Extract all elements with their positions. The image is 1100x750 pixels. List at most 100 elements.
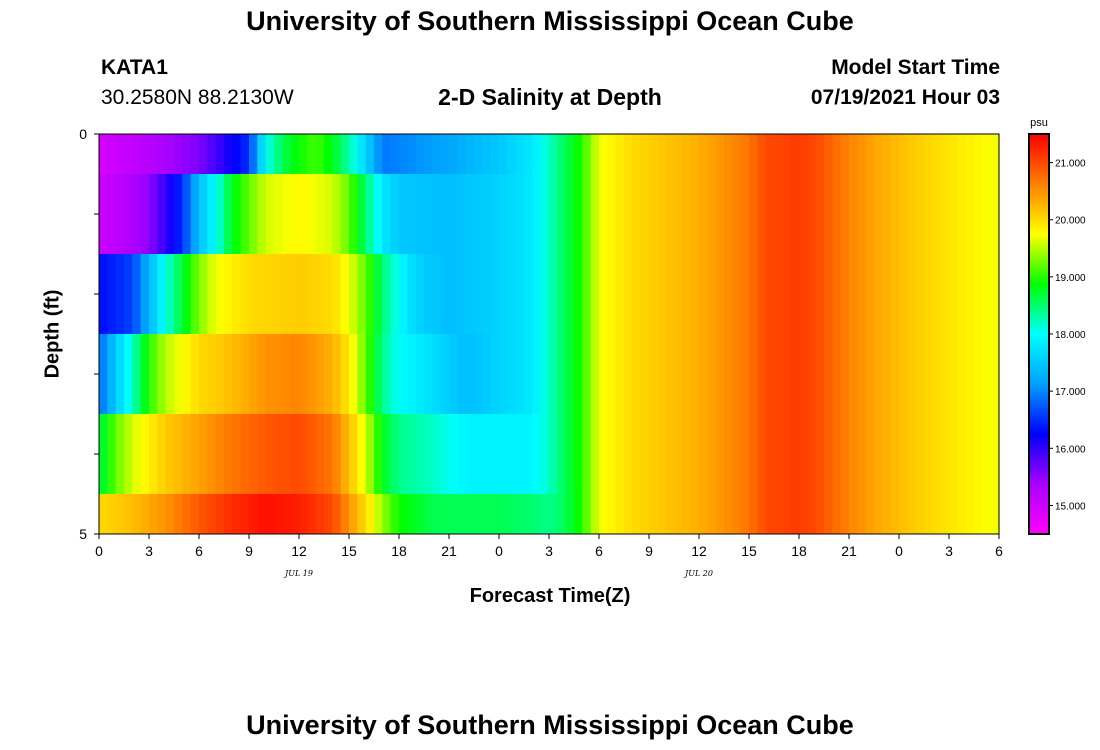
heatmap-cell: [482, 334, 492, 414]
heatmap-cell: [165, 414, 175, 494]
heatmap-cell: [899, 414, 908, 494]
heatmap-cell: [665, 414, 675, 494]
heatmap-cell: [349, 414, 358, 494]
heatmap-cell: [349, 134, 358, 174]
heatmap-cell: [265, 254, 275, 334]
heatmap-cell: [382, 134, 392, 174]
heatmap-cell: [532, 134, 542, 174]
heatmap-cell: [440, 174, 450, 254]
heatmap-cell: [199, 494, 208, 534]
heatmap-cell: [807, 334, 817, 414]
heatmap-cell: [640, 174, 650, 254]
heatmap-cell: [857, 414, 867, 494]
heatmap-cell: [424, 174, 433, 254]
heatmap-cell: [607, 334, 617, 414]
heatmap-cell: [715, 254, 725, 334]
heatmap-cell: [482, 254, 492, 334]
heatmap-cell: [299, 254, 308, 334]
heatmap-cell: [615, 334, 625, 414]
heatmap-cell: [690, 134, 700, 174]
heatmap-cell: [782, 254, 792, 334]
x-tick-label: 9: [645, 543, 653, 559]
heatmap-cell: [407, 254, 417, 334]
heatmap-cell: [549, 254, 558, 334]
heatmap-cell: [374, 174, 383, 254]
heatmap-cell: [132, 174, 142, 254]
x-tick-label: 21: [441, 543, 457, 559]
heatmap-cell: [307, 494, 317, 534]
heatmap-cell: [107, 134, 117, 174]
heatmap-cell: [899, 174, 908, 254]
heatmap-cell: [557, 414, 567, 494]
heatmap-cell: [282, 494, 292, 534]
heatmap-cell: [807, 254, 817, 334]
heatmap-cell: [815, 494, 825, 534]
heatmap-cell: [232, 174, 242, 254]
x-tick-label: 6: [195, 543, 203, 559]
heatmap-cell: [799, 254, 808, 334]
heatmap-cell: [865, 494, 875, 534]
heatmap-cell: [957, 494, 967, 534]
heatmap-cell: [357, 494, 367, 534]
heatmap-cell: [590, 334, 600, 414]
heatmap-cell: [899, 494, 908, 534]
heatmap-cell: [315, 254, 325, 334]
heatmap-cell: [890, 494, 900, 534]
heatmap-cell: [857, 174, 867, 254]
heatmap-cell: [790, 254, 800, 334]
heatmap-cell: [190, 134, 200, 174]
heatmap-cell: [974, 494, 983, 534]
heatmap-cell: [307, 414, 317, 494]
heatmap-cell: [640, 254, 650, 334]
heatmap-cell: [440, 494, 450, 534]
heatmap-cell: [990, 174, 1000, 254]
heatmap-cell: [399, 414, 408, 494]
heatmap-cell: [465, 494, 475, 534]
heatmap-cell: [399, 494, 408, 534]
heatmap-cell: [290, 174, 300, 254]
heatmap-cell: [140, 334, 150, 414]
heatmap-cell: [190, 494, 200, 534]
heatmap-cell: [724, 254, 733, 334]
heatmap-cell: [249, 414, 258, 494]
heatmap-cell: [765, 494, 775, 534]
heatmap-cell: [724, 334, 733, 414]
heatmap-cell: [682, 254, 692, 334]
heatmap-cell: [765, 334, 775, 414]
heatmap-cell: [799, 494, 808, 534]
heatmap-cell: [849, 334, 858, 414]
x-date-label: JUL 20: [683, 569, 713, 578]
heatmap-cell: [515, 414, 525, 494]
heatmap-cell: [907, 414, 917, 494]
heatmap-cell: [532, 174, 542, 254]
heatmap-cell: [140, 494, 150, 534]
heatmap-cell: [315, 134, 325, 174]
heatmap-cell: [974, 334, 983, 414]
heatmap-cell: [157, 254, 167, 334]
heatmap-cell: [340, 414, 350, 494]
heatmap-cell: [224, 174, 233, 254]
heatmap-cell: [399, 134, 408, 174]
heatmap-cell: [107, 174, 117, 254]
heatmap-cell: [840, 414, 850, 494]
heatmap-cell: [132, 334, 142, 414]
heatmap-cell: [132, 414, 142, 494]
heatmap-cell: [249, 174, 258, 254]
station-coordinates: 30.2580N 88.2130W: [101, 86, 294, 109]
heatmap-cell: [582, 334, 592, 414]
heatmap-cell: [765, 174, 775, 254]
heatmap-cell: [449, 174, 458, 254]
heatmap-cell: [499, 134, 508, 174]
heatmap-cell: [565, 334, 575, 414]
heatmap-cell: [582, 494, 592, 534]
heatmap-cell: [507, 414, 517, 494]
heatmap-cell: [540, 174, 550, 254]
heatmap-cell: [740, 334, 750, 414]
heatmap-cell: [957, 134, 967, 174]
heatmap-cell: [165, 174, 175, 254]
x-tick-label: 0: [95, 543, 103, 559]
heatmap-cell: [240, 174, 250, 254]
heatmap-cell: [624, 134, 633, 174]
heatmap-cell: [390, 494, 400, 534]
x-tick-label: 3: [145, 543, 153, 559]
